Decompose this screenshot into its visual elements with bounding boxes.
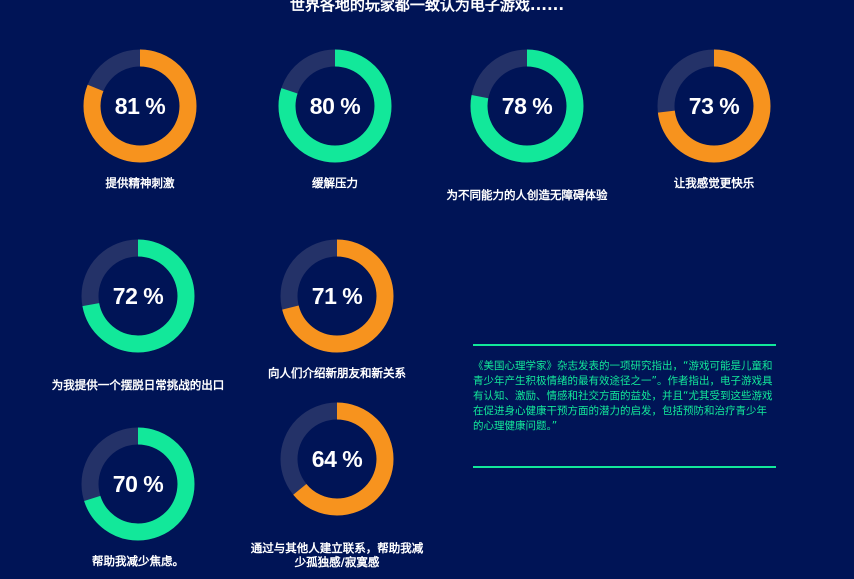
donut-percent: 78 %	[501, 93, 553, 119]
donut-chart: 72 %	[81, 239, 195, 353]
stat-label: 为我提供一个摆脱日常挑战的出口	[51, 378, 225, 392]
stat-label: 帮助我减少焦虑。	[92, 554, 184, 568]
stat-label: 向人们介绍新朋友和新关系	[268, 366, 406, 380]
stat-label: 缓解压力	[312, 176, 358, 190]
stat-label: 通过与其他人建立联系，帮助我减少孤独感/寂寞感	[250, 541, 424, 569]
donut-chart: 81 %	[83, 49, 197, 163]
donut-fill	[280, 402, 394, 516]
donut-percent: 72 %	[112, 283, 164, 309]
donut-percent: 80 %	[309, 93, 361, 119]
donut-percent: 81 %	[114, 93, 166, 119]
donut-chart: 73 %	[657, 49, 771, 163]
donut-chart: 71 %	[280, 239, 394, 353]
donut-percent: 73 %	[688, 93, 740, 119]
quote-box: 《美国心理学家》杂志发表的一项研究指出，“游戏可能是儿童和青少年产生积极情绪的最…	[473, 344, 776, 468]
donut-fill	[81, 427, 195, 541]
stat-label: 让我感觉更快乐	[673, 176, 755, 190]
donut-chart: 64 %	[280, 402, 394, 516]
donut-percent: 64 %	[311, 446, 363, 472]
donut-fill	[81, 239, 195, 353]
donut-percent: 70 %	[112, 471, 164, 497]
stat-label: 提供精神刺激	[105, 176, 175, 190]
donut-fill	[657, 49, 771, 163]
stat-label: 为不同能力的人创造无障碍体验	[446, 188, 608, 202]
donut-percent: 71 %	[311, 283, 363, 309]
donut-fill	[280, 239, 394, 353]
donut-chart: 70 %	[81, 427, 195, 541]
donut-fill	[278, 49, 392, 163]
donut-chart: 78 %	[470, 49, 584, 163]
donut-fill	[470, 49, 584, 163]
donut-fill	[83, 49, 197, 163]
page-title: 世界各地的玩家都一致认为电子游戏......	[289, 0, 565, 14]
donut-chart: 80 %	[278, 49, 392, 163]
quote-text: 《美国心理学家》杂志发表的一项研究指出，“游戏可能是儿童和青少年产生积极情绪的最…	[473, 360, 773, 432]
